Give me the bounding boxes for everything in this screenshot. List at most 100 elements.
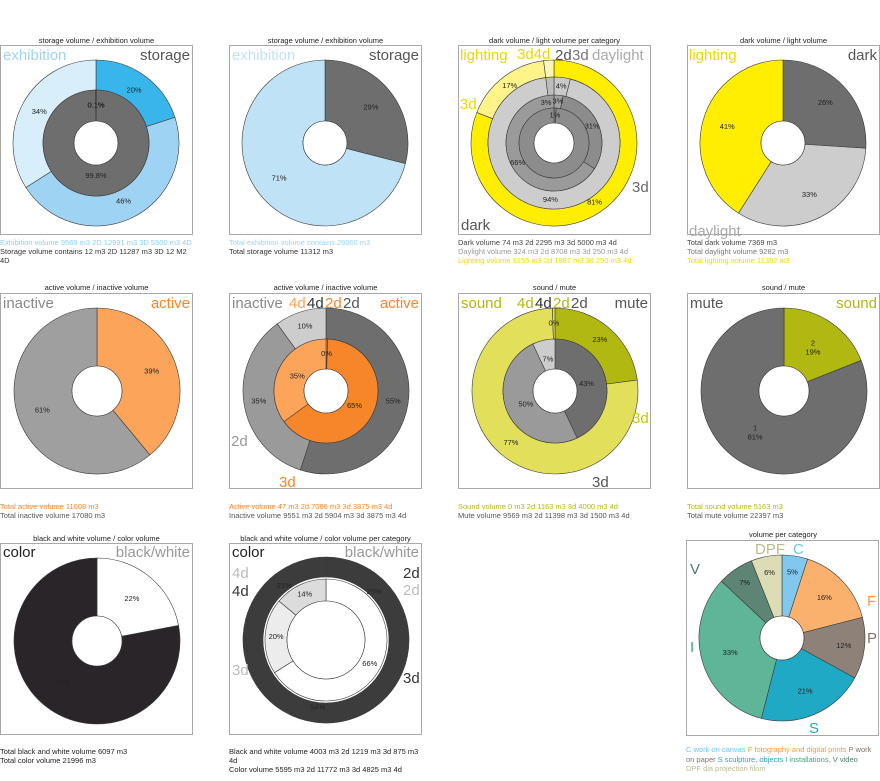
donut-hole	[73, 120, 119, 166]
legend-3d: 3d	[572, 47, 589, 64]
legend-sound: sound	[836, 295, 877, 312]
chart-title: dark volume / light volume per category	[489, 36, 620, 45]
chart-frame: 22% 78% color black/white	[0, 543, 193, 735]
legend-bw: black/white	[344, 544, 419, 561]
chart-frame: 39% 61% inactive active	[0, 293, 193, 489]
legend-p: P	[867, 630, 878, 647]
caption-line: Total mute volume 22397 m3	[687, 511, 784, 520]
donut-hole	[533, 122, 575, 164]
donut-hole	[302, 120, 348, 166]
chart-frame: 20% 46% 34% 0.1% 99.8% 0.1% exhibition storag…	[0, 45, 193, 235]
slice-index-label: 1	[753, 424, 757, 433]
legend-right-3d: 3d	[632, 179, 649, 196]
data-label: 39%	[144, 366, 159, 375]
chart-caption: Total sound volume 5163 m3 Total mute vo…	[687, 502, 879, 520]
data-label: 46%	[116, 197, 131, 206]
chart-title: active volume / inactive volume	[44, 283, 149, 292]
chart-title: black and white volume / color volume	[33, 534, 160, 543]
caption-line: Total exhibition volume contains 28060 m…	[229, 238, 371, 247]
donut-hole	[758, 365, 810, 417]
chart-title: dark volume / light volume	[739, 36, 828, 45]
legend-exhibition: exhibition	[232, 47, 296, 64]
data-label: 65%	[347, 401, 362, 410]
legend-inactive: inactive	[3, 295, 54, 312]
data-label: 0.1%	[87, 100, 104, 109]
chart-title: black and white volume / color volume pe…	[240, 534, 411, 543]
caption-line: Daylight volume 324 m3 2d 8708 m3 3d 250…	[458, 247, 629, 256]
legend-2d-a: 2d	[553, 295, 570, 312]
data-label: 12%	[836, 641, 851, 650]
legend-4d-a: 4d	[289, 295, 306, 312]
caption-line: Total inactive volume 17080 m3	[0, 511, 106, 520]
chart-panel-5: active volume / inactive volume 39% 61% i…	[0, 283, 193, 523]
chart-caption: Exhibition volume 9569 m3 2D 12991 m3 3D…	[0, 238, 192, 265]
chart-title: storage volume / exhibition volume	[38, 36, 155, 45]
chart-caption: Sound volume 0 m3 2d 1163 m3 3d 4000 m3 …	[458, 502, 658, 520]
caption-line: Total color volume 21996 m3	[0, 756, 96, 765]
legend-2d-a: 2d	[325, 295, 342, 312]
chart-frame: 2 19% 1 81% mute sound	[687, 293, 880, 489]
legend-dpf: DPF	[755, 541, 785, 558]
data-label: 20%	[127, 86, 142, 95]
data-label: 81%	[748, 433, 763, 442]
data-label: 66%	[510, 158, 525, 167]
legend-entry-c: C work on canvas	[686, 745, 746, 754]
donut-hole	[71, 615, 123, 667]
data-label: 33%	[802, 190, 817, 199]
caption-line: Total daylight volume 9282 m3	[687, 247, 789, 256]
caption-line: Total sound volume 5163 m3	[687, 502, 783, 511]
legend-2d: 2d	[555, 47, 572, 64]
caption-line: Active volume 47 m3 2d 7086 m3 3d 3875 m…	[229, 502, 393, 511]
data-label: 54%	[310, 703, 325, 712]
chart-caption: Total active volume 11008 m3 Total inact…	[0, 502, 192, 520]
legend-mute: mute	[614, 295, 648, 312]
data-label: 50%	[518, 400, 533, 409]
legend-storage: storage	[139, 47, 190, 64]
chart-panel-10: black and white volume / color volume pe…	[229, 534, 422, 781]
chart-frame: 23% 77% 0% 43% 50% 7% sound 4d 4d 2d 2d mute …	[458, 293, 651, 490]
legend-storage: storage	[368, 47, 419, 64]
data-label: 23%	[592, 335, 607, 344]
data-label: 35%	[290, 371, 305, 380]
legend-dark: dark	[847, 47, 877, 64]
data-label: 0%	[549, 318, 560, 327]
donut-hole	[71, 365, 123, 417]
legend-3d4d: 3d4d	[517, 46, 551, 63]
legend-i: I	[690, 639, 695, 656]
pie-slice-color-3d	[242, 618, 410, 724]
chart-title: volume per category	[749, 530, 817, 539]
legend-exhibition: exhibition	[3, 47, 67, 64]
legend-2d-b: 2d	[343, 295, 360, 312]
caption-line: Lighting volume 9155 m3 2d 1987 m3 3d 25…	[458, 256, 632, 265]
chart-caption: Active volume 47 m3 2d 7086 m3 3d 3875 m…	[229, 502, 429, 520]
chart-frame: 55% 35% 10% 0% 65% 35% inactive 4d 4d 2d 2d a…	[229, 293, 422, 490]
donut-hole	[759, 615, 805, 661]
caption-line: Sound volume 0 m3 2d 1163 m3 3d 4000 m3 …	[458, 502, 618, 511]
data-label: 66%	[362, 659, 377, 668]
legend-entry-p: P work on paper	[686, 745, 872, 764]
chart-panel-1: storage volume / exhibition volume 20% 46…	[0, 36, 193, 276]
data-label: 77%	[503, 438, 518, 447]
legend-4d-b: 4d	[307, 295, 324, 312]
legend-right-3d: 3d	[632, 410, 649, 427]
data-label: 17%	[502, 81, 517, 90]
legend-lighting: lighting	[689, 47, 737, 64]
data-label: 16%	[817, 593, 832, 602]
chart-title: sound / mute	[532, 283, 577, 292]
legend-v: V	[690, 561, 701, 578]
data-label: 78%	[55, 678, 70, 687]
legend-sound: sound	[461, 295, 502, 312]
data-label: 10%	[297, 321, 312, 330]
data-label: 7%	[739, 578, 750, 587]
chart-caption: Total dark volume 7369 m3 Total daylight…	[687, 238, 879, 265]
legend-4d-b: 4d	[535, 295, 552, 312]
legend-entry-s: S sculpture, objects	[717, 754, 784, 764]
chart-caption: Total black and white volume 6097 m3 Tot…	[0, 747, 192, 765]
chart-panel-4: dark volume / light volume 26% 33% 41% lig…	[687, 36, 880, 276]
legend-entry-i: I installations,	[785, 754, 831, 764]
caption-line: Dark volume 74 m3 2d 2295 m3 3d 5000 m3 …	[458, 238, 617, 247]
legend-inactive: inactive	[232, 295, 283, 312]
data-label: 0.1%	[88, 100, 105, 109]
legend-f: F	[867, 593, 877, 610]
chart-caption: Black and white volume 4003 m3 2d 1219 m…	[229, 747, 422, 774]
